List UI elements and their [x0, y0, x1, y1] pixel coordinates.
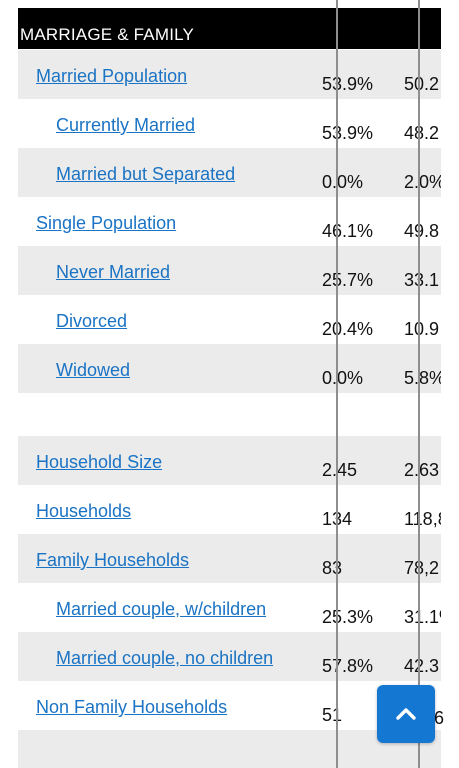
row-value: 134 [322, 509, 400, 530]
table-row: Never Married 25.7% 33.1 [18, 246, 441, 295]
row-value: 53.9% [322, 123, 374, 143]
table-row: Currently Married 53.9% 48.2 [18, 99, 441, 148]
row-value-compare: 5.8% [404, 368, 441, 388]
row-value-compare: 10.9 [404, 319, 440, 339]
row-value: 46.1% [322, 221, 374, 241]
row-label-link[interactable]: Never Married [56, 262, 171, 282]
scroll-to-top-button[interactable] [377, 685, 435, 743]
row-value-compare: 50.2 [404, 74, 440, 94]
row-label-link[interactable]: Married but Separated [56, 164, 236, 184]
spacer-row [18, 730, 441, 768]
table-row: Married couple, no children 57.8% 42.3 [18, 632, 441, 681]
table-row: Divorced 20.4% 10.9 [18, 295, 441, 344]
row-value-compare: 6 [434, 708, 445, 728]
row-value: 25.7% [322, 270, 374, 290]
row-value-compare: 31.1% [404, 607, 441, 627]
table-row: Households 134 118,8 [18, 485, 441, 534]
table-row: Married Population 53.9% 50.2 [18, 50, 441, 99]
row-label-link[interactable]: Married couple, no children [56, 648, 274, 668]
row-value-compare: 48.2 [404, 123, 440, 143]
row-label-link[interactable]: Married Population [36, 66, 188, 86]
row-value: 2.45 [322, 460, 358, 480]
row-label-link[interactable]: Single Population [36, 213, 177, 233]
section-title: MARRIAGE & FAMILY [20, 25, 195, 44]
row-value: 0.0% [322, 172, 364, 192]
spacer-row [18, 393, 441, 442]
row-value: 25.3% [322, 607, 374, 627]
table-row: Family Households 83 78,2 [18, 534, 441, 583]
row-value-compare: 49.8 [404, 221, 440, 241]
table-row: Widowed 0.0% 5.8% [18, 344, 441, 393]
row-value-compare: 78,2 [404, 558, 440, 578]
column-divider [336, 0, 338, 768]
row-label-link[interactable]: Family Households [36, 550, 190, 570]
marriage-family-table: MARRIAGE & FAMILY Married Population 53.… [18, 0, 459, 768]
row-value-compare: 2.0% [404, 172, 441, 192]
row-value-compare: 118,8 [404, 509, 441, 529]
row-label-link[interactable]: Household Size [36, 452, 163, 472]
row-value-compare: 2.63 [404, 460, 440, 480]
column-divider [418, 0, 420, 768]
row-value-compare: 42.3 [404, 656, 440, 676]
row-value: 57.8% [322, 656, 374, 676]
row-value: 0.0% [322, 368, 364, 388]
row-value: 53.9% [322, 74, 374, 94]
row-label-link[interactable]: Divorced [56, 311, 128, 331]
row-label-link[interactable]: Widowed [56, 360, 131, 380]
row-label-link[interactable]: Non Family Households [36, 697, 228, 717]
row-value: 20.4% [322, 319, 374, 339]
row-value-compare: 33.1 [404, 270, 440, 290]
table-row: Married but Separated 0.0% 2.0% [18, 148, 441, 197]
row-label-link[interactable]: Married couple, w/children [56, 599, 267, 619]
chevron-up-icon [396, 708, 416, 720]
row-value: 83 [322, 558, 343, 578]
section-header: MARRIAGE & FAMILY [18, 8, 441, 49]
row-label-link[interactable]: Currently Married [56, 115, 196, 135]
table-row: Household Size 2.45 2.63 [18, 436, 441, 485]
table-row: Married couple, w/children 25.3% 31.1% [18, 583, 441, 632]
row-label-link[interactable]: Households [36, 501, 132, 521]
table-row: Single Population 46.1% 49.8 [18, 197, 441, 246]
